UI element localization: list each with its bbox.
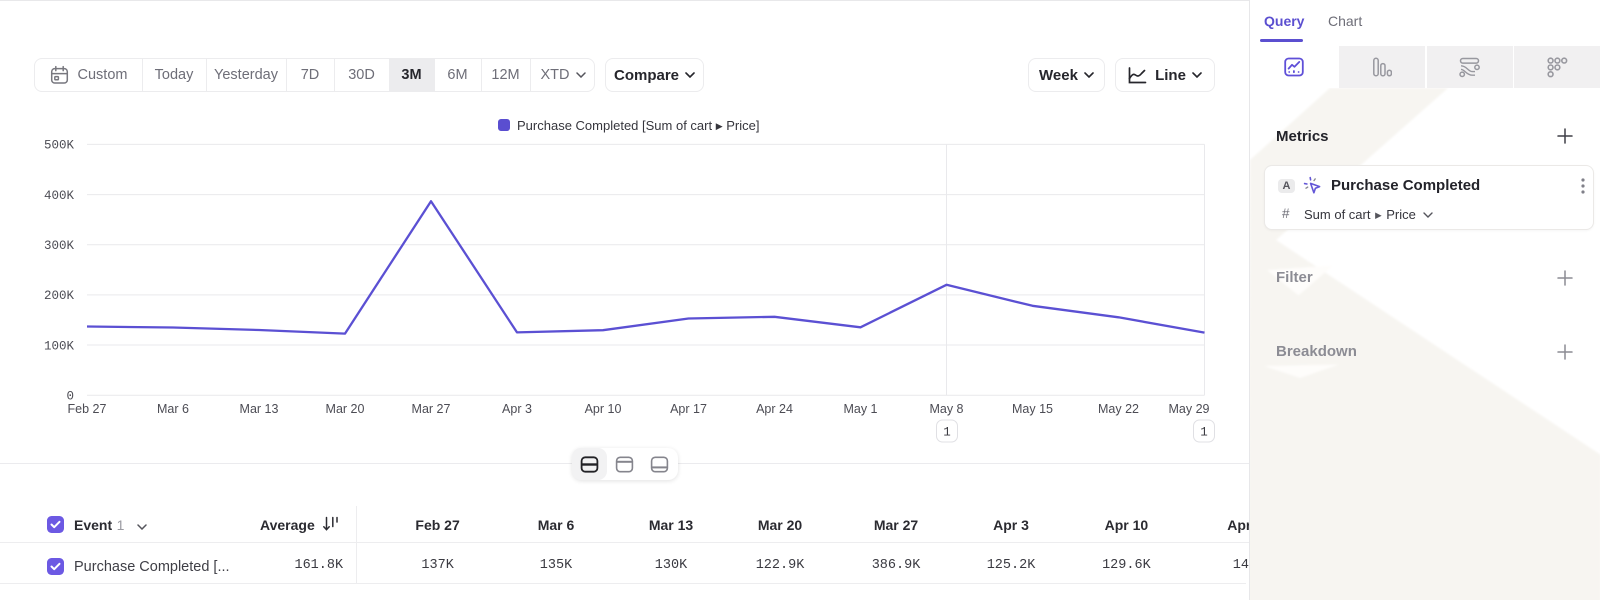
svg-text:May 1: May 1	[843, 402, 877, 416]
svg-text:Mar 6: Mar 6	[157, 402, 189, 416]
svg-text:May 8: May 8	[929, 402, 963, 416]
svg-text:0: 0	[66, 390, 74, 404]
svg-text:Apr 3: Apr 3	[502, 402, 532, 416]
svg-text:200K: 200K	[44, 289, 75, 303]
svg-text:Apr 10: Apr 10	[585, 402, 622, 416]
svg-text:300K: 300K	[44, 239, 75, 253]
svg-text:May 29: May 29	[1169, 402, 1210, 416]
svg-text:100K: 100K	[44, 339, 75, 353]
svg-text:1: 1	[1200, 426, 1208, 440]
svg-text:Apr 24: Apr 24	[756, 402, 793, 416]
svg-text:Mar 20: Mar 20	[326, 402, 365, 416]
svg-text:Mar 27: Mar 27	[412, 402, 451, 416]
svg-text:Apr 17: Apr 17	[670, 402, 707, 416]
svg-text:Mar 13: Mar 13	[240, 402, 279, 416]
svg-text:1: 1	[943, 426, 951, 440]
svg-text:May 15: May 15	[1012, 402, 1053, 416]
svg-text:Feb 27: Feb 27	[68, 402, 107, 416]
svg-text:500K: 500K	[44, 139, 75, 153]
svg-text:400K: 400K	[44, 189, 75, 203]
svg-text:May 22: May 22	[1098, 402, 1139, 416]
